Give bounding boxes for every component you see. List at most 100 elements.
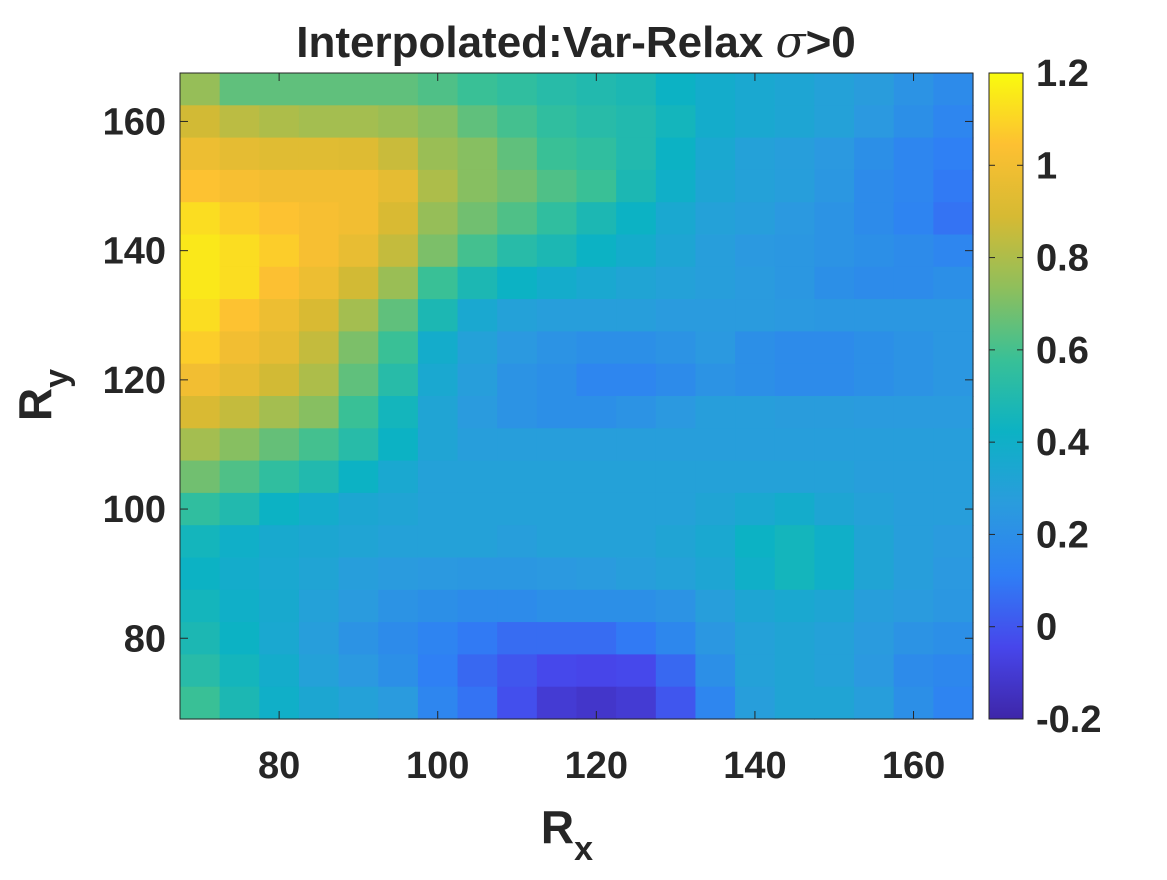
heatmap-cell — [774, 169, 815, 203]
heatmap-cell — [774, 428, 815, 462]
heatmap-cell — [814, 363, 855, 397]
heatmap-cell — [814, 234, 855, 268]
heatmap-cell — [457, 622, 498, 655]
heatmap-cell — [933, 557, 974, 591]
heatmap-cell — [695, 73, 736, 106]
heatmap-cell — [338, 460, 379, 494]
heatmap-cell — [854, 525, 895, 559]
heatmap-cell — [735, 557, 776, 591]
heatmap-cell — [695, 363, 736, 397]
heatmap-cell — [576, 396, 617, 429]
heatmap-cell — [338, 73, 379, 106]
y-tick-label: 80 — [124, 618, 166, 660]
heatmap-cell — [536, 654, 578, 688]
heatmap-cell — [536, 557, 578, 591]
heatmap-cell — [219, 137, 260, 171]
heatmap-cell — [338, 622, 379, 655]
heatmap-cell — [378, 363, 419, 397]
heatmap-cell — [338, 654, 379, 688]
heatmap-cell — [497, 363, 538, 397]
heatmap-cell — [814, 105, 855, 139]
heatmap-cell — [536, 492, 578, 526]
heatmap-cell — [378, 396, 419, 429]
heatmap-cell — [298, 492, 340, 526]
heatmap-cell — [219, 622, 260, 655]
heatmap-cell — [933, 202, 974, 236]
heatmap-cell — [616, 234, 657, 268]
x-tick-label: 120 — [565, 745, 628, 787]
heatmap-cell — [536, 622, 578, 655]
heatmap-cell — [497, 525, 538, 559]
heatmap-cell — [933, 460, 974, 494]
heatmap-cell — [893, 105, 934, 139]
x-tick-label: 140 — [723, 745, 786, 787]
heatmap-cell — [616, 331, 657, 365]
heatmap-cell — [259, 169, 300, 203]
heatmap-cell — [417, 492, 459, 526]
heatmap-cell — [378, 73, 419, 106]
heatmap-cell — [854, 137, 895, 171]
heatmap-cell — [893, 557, 934, 591]
heatmap-cell — [417, 137, 459, 171]
colorbar-tick-label: 0 — [1036, 607, 1057, 649]
heatmap-cell — [378, 169, 419, 203]
heatmap-cell — [417, 396, 459, 429]
heatmap-cell — [933, 589, 974, 623]
heatmap-cell — [933, 137, 974, 171]
heatmap-cell — [180, 460, 221, 494]
heatmap-cell — [298, 266, 340, 300]
heatmap-cell — [933, 686, 974, 720]
heatmap-cell — [854, 589, 895, 623]
heatmap-cell — [576, 331, 617, 365]
heatmap-cell — [298, 686, 340, 720]
heatmap-cell — [180, 73, 221, 106]
heatmap-cell — [219, 299, 260, 332]
heatmap-cell — [338, 202, 379, 236]
heatmap-cell — [457, 654, 498, 688]
heatmap-cell — [695, 266, 736, 300]
heatmap-cell — [497, 105, 538, 139]
heatmap-cell — [180, 428, 221, 462]
heatmap-cell — [814, 428, 855, 462]
heatmap-cell — [735, 428, 776, 462]
y-tick-label: 140 — [103, 231, 166, 273]
heatmap-cell — [298, 331, 340, 365]
heatmap-cell — [457, 299, 498, 332]
heatmap-cell — [457, 363, 498, 397]
heatmap-cell — [338, 686, 379, 720]
heatmap-cell — [457, 137, 498, 171]
heatmap-cell — [854, 299, 895, 332]
heatmap-cell — [259, 299, 300, 332]
heatmap-cell — [774, 234, 815, 268]
heatmap-cell — [655, 396, 697, 429]
heatmap-cell — [695, 202, 736, 236]
heatmap-cell — [655, 299, 697, 332]
heatmap-cell — [814, 654, 855, 688]
heatmap-cell — [338, 299, 379, 332]
heatmap-cell — [457, 202, 498, 236]
heatmap-cell — [655, 686, 697, 720]
heatmap-cell — [338, 169, 379, 203]
heatmap-cell — [616, 105, 657, 139]
heatmap-cell — [576, 105, 617, 139]
heatmap-cell — [417, 654, 459, 688]
heatmap-cell — [536, 525, 578, 559]
heatmap-cell — [616, 137, 657, 171]
heatmap-cell — [893, 589, 934, 623]
heatmap-cell — [219, 363, 260, 397]
heatmap-cell — [259, 331, 300, 365]
heatmap-cell — [536, 73, 578, 106]
heatmap-cell — [378, 589, 419, 623]
heatmap-cell — [378, 331, 419, 365]
heatmap-cell — [338, 557, 379, 591]
heatmap-cell — [259, 589, 300, 623]
heatmap-cell — [774, 686, 815, 720]
plot-frame — [179, 72, 974, 720]
heatmap-cell — [298, 363, 340, 397]
heatmap-cell — [417, 525, 459, 559]
heatmap-cell — [814, 589, 855, 623]
heatmap-cell — [378, 460, 419, 494]
heatmap-cell — [536, 686, 578, 720]
